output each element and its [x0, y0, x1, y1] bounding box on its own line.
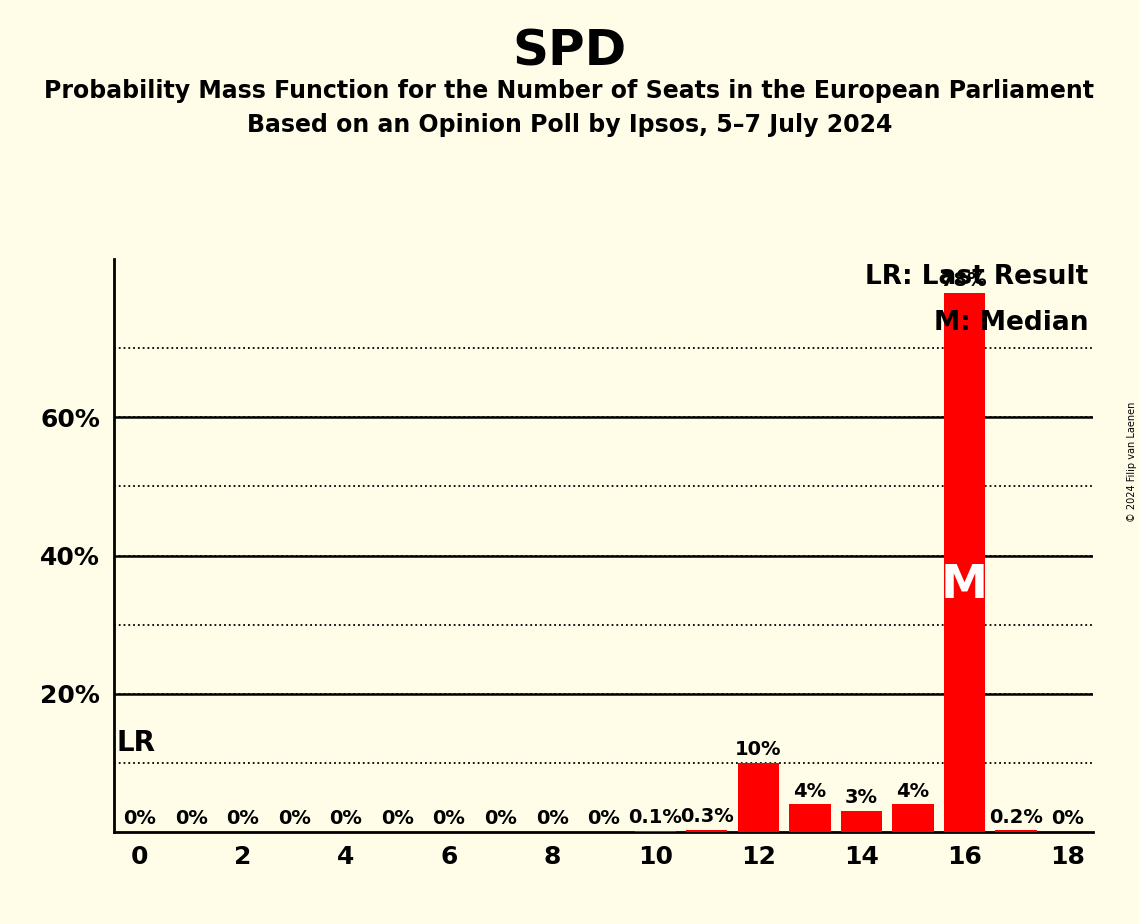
Text: 0.2%: 0.2% [989, 808, 1043, 827]
Text: 0%: 0% [1051, 809, 1084, 828]
Bar [995, 831, 1036, 832]
Text: © 2024 Filip van Laenen: © 2024 Filip van Laenen [1126, 402, 1137, 522]
Text: M: M [941, 563, 988, 608]
Text: 0%: 0% [174, 809, 207, 828]
Bar [686, 830, 728, 832]
Text: Probability Mass Function for the Number of Seats in the European Parliament: Probability Mass Function for the Number… [44, 79, 1095, 103]
Bar [841, 811, 882, 832]
Text: 0%: 0% [382, 809, 413, 828]
Text: LR: Last Result: LR: Last Result [866, 264, 1089, 290]
Text: 0%: 0% [484, 809, 517, 828]
Text: 0.1%: 0.1% [629, 808, 682, 828]
Bar [738, 762, 779, 832]
Text: 0%: 0% [278, 809, 311, 828]
Bar [892, 804, 934, 832]
Text: 0%: 0% [433, 809, 466, 828]
Text: Based on an Opinion Poll by Ipsos, 5–7 July 2024: Based on an Opinion Poll by Ipsos, 5–7 J… [247, 113, 892, 137]
Text: 3%: 3% [845, 788, 878, 808]
Text: SPD: SPD [513, 28, 626, 76]
Text: 0%: 0% [535, 809, 568, 828]
Text: LR: LR [116, 729, 156, 757]
Text: 0.3%: 0.3% [680, 807, 734, 826]
Text: 4%: 4% [794, 782, 827, 800]
Text: 0%: 0% [329, 809, 362, 828]
Text: 4%: 4% [896, 782, 929, 800]
Text: 0%: 0% [588, 809, 620, 828]
Bar [789, 804, 830, 832]
Text: M: Median: M: Median [934, 310, 1089, 336]
Text: 10%: 10% [735, 740, 781, 760]
Text: 78%: 78% [941, 271, 988, 290]
Text: 0%: 0% [227, 809, 260, 828]
Text: 0%: 0% [123, 809, 156, 828]
Bar [944, 293, 985, 832]
